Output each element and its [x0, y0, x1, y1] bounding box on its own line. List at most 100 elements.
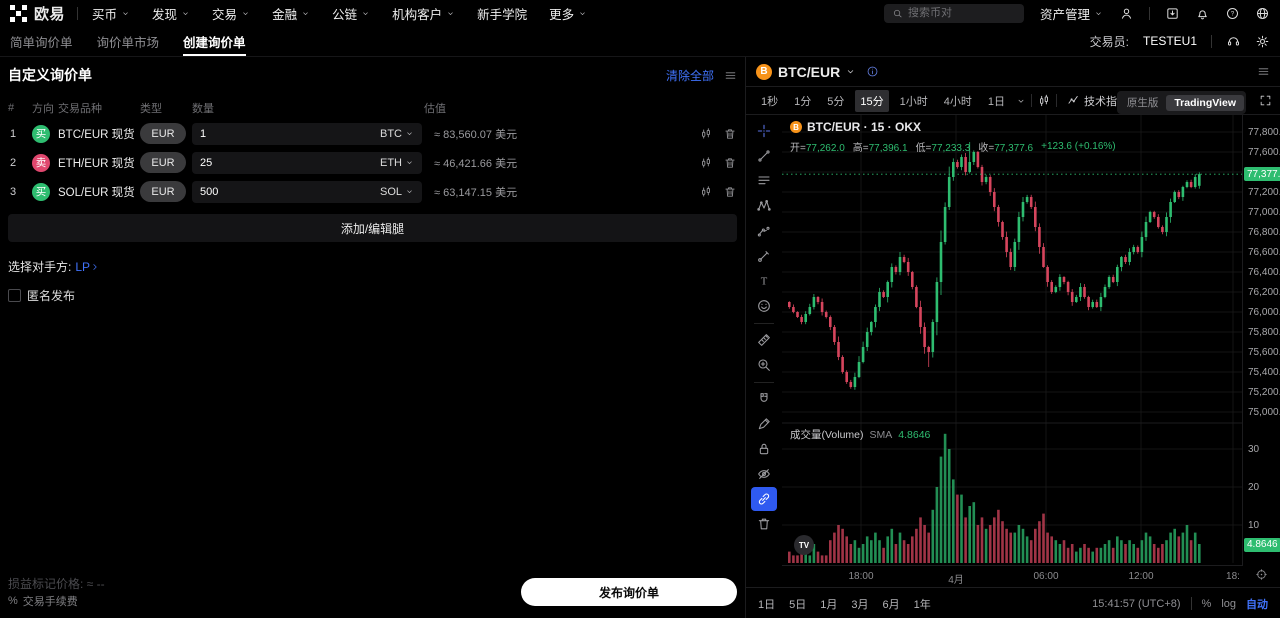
time-axis[interactable]: 18:00 4月 06:00 12:00 18: [782, 565, 1243, 587]
candles-icon[interactable] [699, 185, 713, 199]
nav-item-1[interactable]: 买币 [92, 4, 130, 23]
percent-scale-button[interactable]: % [1201, 597, 1212, 610]
range-1年[interactable]: 1年 [913, 598, 931, 611]
pair-selector[interactable]: ETH/EUR 现货 [58, 155, 138, 171]
price-axis[interactable]: 77,800.077,600.077,400.077,200.077,000.0… [1242, 115, 1280, 565]
search-box[interactable] [883, 3, 1024, 23]
menu-icon[interactable] [724, 69, 737, 82]
native-version-button[interactable]: 原生版 [1126, 97, 1159, 109]
range-5日[interactable]: 5日 [789, 598, 807, 611]
amount-input[interactable]: 500 SOL [192, 180, 422, 203]
pair-selector[interactable]: BTC/EUR 现货 [58, 126, 138, 142]
nav-item-4[interactable]: 金融 [272, 4, 310, 23]
tradingview-version-button[interactable]: TradingView [1166, 94, 1244, 111]
price-tick: 77,000.0 [1248, 207, 1280, 218]
pair-selector[interactable]: SOL/EUR 现货 [58, 184, 138, 200]
okx-logo[interactable]: 欧易 [10, 3, 65, 24]
support-icon[interactable] [1226, 34, 1241, 49]
fee-row[interactable]: % 交易手续费 [8, 593, 78, 609]
lock-drawings-icon[interactable] [751, 437, 777, 461]
candle-style-icon[interactable] [1037, 94, 1051, 108]
volume-sma-badge: 4.8646 [1244, 537, 1280, 552]
time-tick: 12:00 [1128, 571, 1154, 582]
edit-drawings-icon[interactable] [751, 412, 777, 436]
candles-icon[interactable] [699, 127, 713, 141]
crosshair-icon[interactable] [751, 119, 777, 143]
gear-icon[interactable] [1255, 34, 1270, 49]
unit-selector[interactable]: BTC [380, 128, 414, 140]
xabcd-pattern-icon[interactable] [751, 194, 777, 218]
nav-item-3[interactable]: 交易 [212, 4, 250, 23]
user-icon[interactable] [1119, 6, 1134, 21]
magnet-icon[interactable] [751, 387, 777, 411]
tab-1[interactable]: 简单询价单 [10, 35, 73, 50]
add-edit-legs-button[interactable]: 添加/编辑腿 [8, 214, 737, 242]
forecast-icon[interactable] [751, 219, 777, 243]
zoom-in-icon[interactable] [751, 353, 777, 377]
svg-text:?: ? [1231, 10, 1235, 17]
candlestick-chart[interactable] [782, 115, 1243, 565]
globe-icon[interactable] [1255, 6, 1270, 21]
timeframe-1日[interactable]: 1日 [987, 95, 1005, 108]
unit-selector[interactable]: SOL [380, 186, 414, 198]
bell-icon[interactable] [1195, 6, 1210, 21]
timeframe-4小时[interactable]: 4小时 [943, 95, 972, 108]
remove-drawings-icon[interactable] [751, 512, 777, 536]
currency-pill[interactable]: EUR [140, 123, 186, 144]
timeframe-5分[interactable]: 5分 [827, 95, 845, 108]
chevron-down-icon[interactable] [845, 66, 856, 77]
hide-drawings-icon[interactable] [751, 462, 777, 486]
tab-2[interactable]: 询价单市场 [96, 35, 160, 50]
clear-all-link[interactable]: 清除全部 [665, 68, 714, 83]
trend-line-icon[interactable] [751, 144, 777, 168]
range-3月[interactable]: 3月 [851, 598, 869, 611]
nav-item-6[interactable]: 机构客户 [392, 4, 455, 23]
tab-3[interactable]: 创建询价单 [183, 26, 246, 56]
main-menu: 买币 发现 交易 金融 公链 机构客户 新手学院 更多 [92, 4, 587, 23]
range-1月[interactable]: 1月 [820, 598, 838, 611]
brush-icon[interactable] [751, 244, 777, 268]
emoji-icon[interactable] [751, 294, 777, 318]
nav-item-5[interactable]: 公链 [332, 4, 370, 23]
amount-input[interactable]: 1 BTC [192, 122, 422, 145]
nav-item-label: 公链 [332, 7, 358, 22]
range-6月[interactable]: 6月 [882, 598, 900, 611]
menu-icon[interactable] [1257, 65, 1270, 78]
timeframe-15分[interactable]: 15分 [855, 89, 889, 112]
currency-pill[interactable]: EUR [140, 152, 186, 173]
timeframe-1秒[interactable]: 1秒 [761, 95, 779, 108]
chart-plot-area[interactable]: B BTC/EUR · 15 · OKX 开=77,262.0 高=77,396.… [782, 115, 1243, 565]
log-scale-button[interactable]: log [1221, 597, 1236, 610]
volume-tick: 30 [1248, 444, 1260, 455]
candles-icon[interactable] [699, 156, 713, 170]
fullscreen-icon[interactable] [1259, 94, 1272, 107]
counterparty-link[interactable]: LP [75, 260, 100, 274]
nav-item-7[interactable]: 新手学院 [477, 4, 527, 23]
timeframe-1分[interactable]: 1分 [794, 95, 812, 108]
sync-drawings-icon[interactable] [751, 487, 777, 511]
assets-menu[interactable]: 资产管理 [1040, 4, 1103, 23]
delete-leg-icon[interactable] [723, 185, 737, 199]
auto-scale-button[interactable]: 自动 [1246, 598, 1268, 611]
currency-pill[interactable]: EUR [140, 181, 186, 202]
delete-leg-icon[interactable] [723, 156, 737, 170]
tradingview-logo[interactable]: TV [794, 535, 814, 555]
search-input[interactable] [907, 7, 1016, 19]
fib-retracement-icon[interactable] [751, 169, 777, 193]
delete-leg-icon[interactable] [723, 127, 737, 141]
anonymous-checkbox[interactable] [8, 289, 21, 302]
nav-item-2[interactable]: 发现 [152, 4, 190, 23]
text-icon[interactable]: T [751, 269, 777, 293]
amount-input[interactable]: 25 ETH [192, 151, 422, 174]
chevron-down-icon[interactable] [1016, 96, 1026, 106]
info-icon[interactable] [866, 65, 879, 78]
publish-rfq-button[interactable]: 发布询价单 [521, 578, 737, 606]
axis-settings-icon[interactable] [1255, 568, 1268, 581]
timeframe-1小时[interactable]: 1小时 [899, 95, 928, 108]
range-1日[interactable]: 1日 [758, 598, 776, 611]
ruler-icon[interactable] [751, 328, 777, 352]
help-icon[interactable]: ? [1225, 6, 1240, 21]
nav-item-8[interactable]: 更多 [549, 4, 587, 23]
download-icon[interactable] [1165, 6, 1180, 21]
unit-selector[interactable]: ETH [380, 157, 414, 169]
